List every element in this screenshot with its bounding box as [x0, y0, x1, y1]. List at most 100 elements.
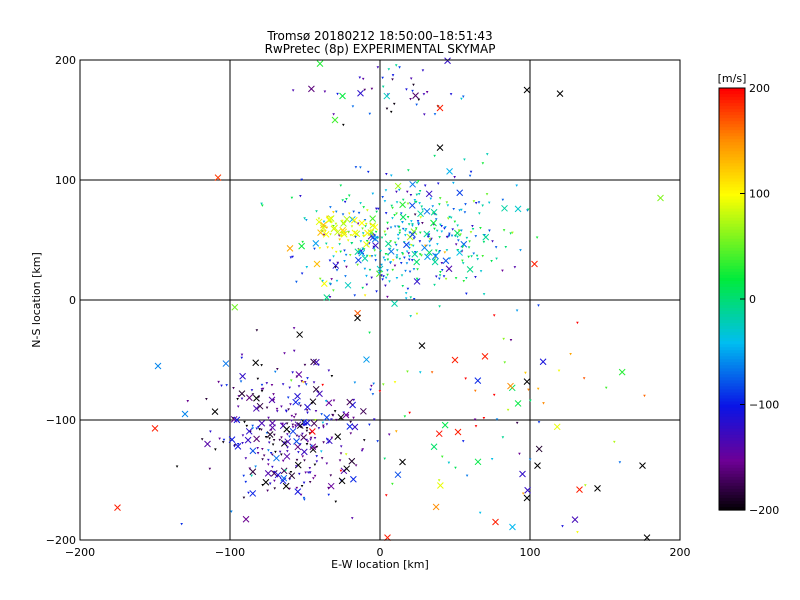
data-point-cross: [474, 458, 482, 466]
data-point-dot: [390, 174, 393, 177]
data-point-cross: [403, 241, 410, 249]
data-point-dot: [418, 231, 422, 234]
data-point-dot: [353, 381, 357, 384]
data-point-cross: [242, 515, 250, 523]
data-point-dot: [526, 208, 530, 211]
data-point-dot: [413, 200, 417, 204]
data-point-dot: [454, 277, 458, 280]
data-point-cross: [482, 233, 490, 241]
data-point-cross: [334, 433, 342, 440]
data-point-dot: [186, 400, 190, 403]
data-point-dot: [313, 474, 317, 478]
data-point-cross: [435, 430, 443, 438]
data-point-dot: [244, 457, 248, 460]
data-point-dot: [420, 205, 424, 208]
data-point-dot: [309, 438, 312, 441]
colorbar-segment: [719, 226, 745, 231]
colorbar-segment: [719, 118, 745, 122]
data-point-dot: [316, 363, 320, 367]
data-point-dot: [413, 250, 417, 254]
data-point-cross: [372, 242, 379, 249]
data-point-dot: [386, 295, 389, 299]
data-point-cross: [492, 518, 499, 526]
data-point-dot: [465, 276, 468, 280]
data-point-dot: [323, 90, 327, 93]
data-point-dot: [269, 429, 273, 432]
data-point-cross: [331, 116, 339, 124]
data-point-cross: [298, 242, 305, 250]
data-point-cross: [409, 180, 416, 188]
data-point-dot: [370, 255, 374, 258]
data-point-dot: [374, 230, 378, 234]
data-point-cross: [308, 428, 316, 435]
colorbar-segment: [719, 181, 745, 186]
data-point-dot: [410, 259, 414, 262]
data-point-dot: [287, 408, 290, 411]
data-point-dot: [312, 477, 315, 480]
data-point-dot: [341, 219, 344, 223]
colorbar-segment: [719, 434, 745, 439]
colorbar-segment: [719, 302, 745, 306]
data-point-dot: [439, 271, 442, 274]
data-point-dot: [321, 383, 325, 387]
data-point-dot: [354, 166, 358, 169]
colorbar-segment: [719, 419, 745, 424]
data-point-cross: [399, 458, 406, 466]
data-point-dot: [479, 227, 482, 230]
data-point-dot: [407, 258, 411, 262]
data-point-dot: [285, 422, 289, 425]
data-point-dot: [452, 208, 456, 211]
data-point-dot: [343, 200, 347, 204]
data-point-cross: [228, 436, 236, 443]
colorbar-segment: [719, 145, 745, 149]
data-point-dot: [283, 352, 286, 355]
data-point-cross: [523, 86, 531, 94]
data-point-cross: [320, 280, 328, 287]
data-point-dot: [175, 465, 179, 468]
data-point-cross: [454, 428, 462, 436]
colorbar-segment: [719, 359, 745, 363]
data-point-dot: [527, 388, 530, 392]
data-point-dot: [491, 240, 494, 243]
data-point-dot: [256, 446, 259, 450]
colorbar-segment: [719, 398, 745, 403]
colorbar-segment: [719, 395, 745, 400]
data-point-dot: [329, 233, 332, 236]
data-point-cross: [446, 168, 453, 175]
data-point-dot: [248, 467, 252, 470]
colorbar-segment: [719, 473, 745, 478]
data-point-dot: [451, 228, 455, 231]
colorbar-segment: [719, 241, 745, 246]
data-point-dot: [264, 436, 268, 439]
data-point-dot: [261, 483, 264, 487]
data-point-dot: [339, 452, 343, 455]
data-point-cross: [514, 205, 522, 213]
data-point-dot: [387, 68, 391, 71]
colorbar-label: [m/s]: [718, 72, 747, 85]
data-point-dot: [536, 387, 540, 391]
data-point-dot: [474, 275, 477, 279]
colorbar-segment: [719, 365, 745, 369]
data-point-dot: [388, 280, 391, 283]
data-point-dot: [418, 371, 422, 374]
data-point-dot: [519, 249, 522, 252]
data-point-dot: [398, 66, 401, 69]
data-point-cross: [425, 190, 433, 198]
data-point-cross: [304, 403, 311, 411]
data-point-dot: [368, 268, 372, 272]
colorbar-segment: [719, 449, 745, 454]
data-point-cross: [340, 228, 348, 236]
data-point-dot: [501, 269, 504, 272]
data-point-dot: [327, 486, 330, 490]
data-point-dot: [331, 247, 334, 250]
data-point-dot: [393, 214, 396, 217]
colorbar-segment: [719, 154, 745, 158]
data-point-cross: [460, 240, 468, 248]
data-point-dot: [370, 384, 373, 388]
colorbar-segment: [719, 223, 745, 228]
data-point-cross: [256, 402, 264, 410]
colorbar-segment: [719, 305, 745, 309]
data-point-dot: [220, 384, 223, 388]
data-point-dot: [255, 329, 259, 332]
data-point-dot: [260, 364, 263, 367]
